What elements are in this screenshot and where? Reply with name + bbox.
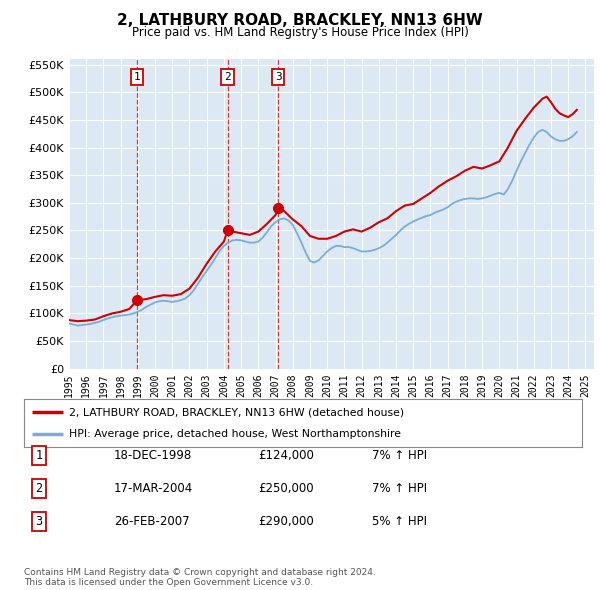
Text: 17-MAR-2004: 17-MAR-2004: [114, 482, 193, 495]
Text: 1: 1: [134, 72, 140, 82]
Text: 26-FEB-2007: 26-FEB-2007: [114, 515, 190, 528]
Text: 1: 1: [35, 449, 43, 462]
Text: 18-DEC-1998: 18-DEC-1998: [114, 449, 192, 462]
Text: 3: 3: [35, 515, 43, 528]
Text: Price paid vs. HM Land Registry's House Price Index (HPI): Price paid vs. HM Land Registry's House …: [131, 26, 469, 39]
Text: £124,000: £124,000: [258, 449, 314, 462]
Text: £250,000: £250,000: [258, 482, 314, 495]
Text: £290,000: £290,000: [258, 515, 314, 528]
Text: 2, LATHBURY ROAD, BRACKLEY, NN13 6HW: 2, LATHBURY ROAD, BRACKLEY, NN13 6HW: [117, 13, 483, 28]
Text: Contains HM Land Registry data © Crown copyright and database right 2024.
This d: Contains HM Land Registry data © Crown c…: [24, 568, 376, 587]
Text: 2, LATHBURY ROAD, BRACKLEY, NN13 6HW (detached house): 2, LATHBURY ROAD, BRACKLEY, NN13 6HW (de…: [68, 407, 404, 417]
Text: 2: 2: [35, 482, 43, 495]
Text: 7% ↑ HPI: 7% ↑ HPI: [372, 449, 427, 462]
Text: 7% ↑ HPI: 7% ↑ HPI: [372, 482, 427, 495]
Text: HPI: Average price, detached house, West Northamptonshire: HPI: Average price, detached house, West…: [68, 429, 401, 439]
Text: 5% ↑ HPI: 5% ↑ HPI: [372, 515, 427, 528]
Text: 3: 3: [275, 72, 281, 82]
Text: 2: 2: [224, 72, 231, 82]
